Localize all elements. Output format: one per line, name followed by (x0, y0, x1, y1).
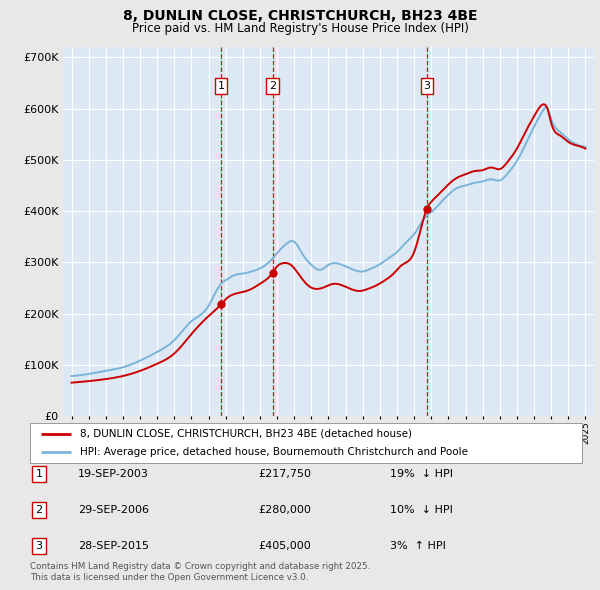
Text: HPI: Average price, detached house, Bournemouth Christchurch and Poole: HPI: Average price, detached house, Bour… (80, 447, 467, 457)
Text: 3: 3 (35, 542, 43, 551)
Text: 1: 1 (217, 81, 224, 91)
Text: £405,000: £405,000 (258, 542, 311, 551)
Text: 3%  ↑ HPI: 3% ↑ HPI (390, 542, 446, 551)
Text: £280,000: £280,000 (258, 506, 311, 515)
Text: Contains HM Land Registry data © Crown copyright and database right 2025.
This d: Contains HM Land Registry data © Crown c… (30, 562, 370, 582)
Text: 28-SEP-2015: 28-SEP-2015 (78, 542, 149, 551)
Text: 8, DUNLIN CLOSE, CHRISTCHURCH, BH23 4BE: 8, DUNLIN CLOSE, CHRISTCHURCH, BH23 4BE (123, 9, 477, 23)
Text: 2: 2 (35, 506, 43, 515)
Text: 8, DUNLIN CLOSE, CHRISTCHURCH, BH23 4BE (detached house): 8, DUNLIN CLOSE, CHRISTCHURCH, BH23 4BE … (80, 429, 412, 439)
Text: 1: 1 (35, 470, 43, 479)
Text: £217,750: £217,750 (258, 470, 311, 479)
Text: 19%  ↓ HPI: 19% ↓ HPI (390, 470, 453, 479)
Text: Price paid vs. HM Land Registry's House Price Index (HPI): Price paid vs. HM Land Registry's House … (131, 22, 469, 35)
Text: 19-SEP-2003: 19-SEP-2003 (78, 470, 149, 479)
Text: 2: 2 (269, 81, 277, 91)
Text: 10%  ↓ HPI: 10% ↓ HPI (390, 506, 453, 515)
Text: 29-SEP-2006: 29-SEP-2006 (78, 506, 149, 515)
Text: 3: 3 (424, 81, 430, 91)
